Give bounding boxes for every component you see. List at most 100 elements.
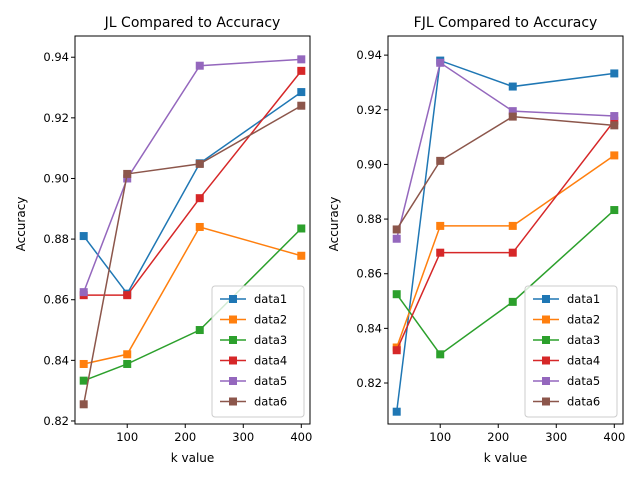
fjl-legend-swatch-marker <box>542 397 550 406</box>
jl-y-tick-label: 0.92 <box>43 111 69 125</box>
jl-legend-label: data3 <box>254 333 287 347</box>
jl-data-point-data3 <box>195 326 204 335</box>
jl-plot-frame <box>74 35 311 425</box>
jl-data-point-data2 <box>297 251 306 260</box>
fjl-y-tick-label: 0.84 <box>356 321 382 335</box>
jl-data-point-data4 <box>297 66 306 75</box>
fjl-data-point-data6 <box>610 121 619 130</box>
fjl-legend-label: data2 <box>567 313 600 327</box>
fjl-y-tick-label: 0.86 <box>356 267 382 281</box>
fjl-y-tick-label: 0.88 <box>356 212 382 226</box>
fjl-series <box>392 56 619 416</box>
fjl-data-point-data1 <box>508 82 517 91</box>
jl-data-point-data3 <box>297 224 306 233</box>
fjl-series-line-data3 <box>396 209 615 356</box>
jl-series-line-data3 <box>83 227 302 382</box>
fjl-data-point-data3 <box>610 206 619 215</box>
fjl-data-point-data5 <box>392 234 401 243</box>
fjl-series-line-data1 <box>395 59 615 412</box>
fjl-legend-swatch-marker <box>542 377 550 385</box>
fjl-legend-label: data6 <box>567 395 600 409</box>
fjl-data-point-data5 <box>610 112 619 121</box>
fjl-data-point-data3 <box>436 350 445 359</box>
jl-y-tick-label: 0.86 <box>43 293 69 307</box>
jl-series-line-data2 <box>83 226 302 365</box>
jl-data-point-data5 <box>195 61 204 70</box>
fjl-x-axis-label: k value <box>484 451 528 465</box>
fjl-plot-frame <box>387 35 624 425</box>
fjl-legend-swatch-marker <box>542 356 550 365</box>
jl-y-tick-label: 0.88 <box>43 232 69 246</box>
jl-legend-label: data6 <box>254 395 287 409</box>
jl-data-point-data3 <box>79 376 88 385</box>
fjl-ticks: 100 200 300 400 0.82 0.84 0.86 0.88 0.90 0.92 0.94 <box>356 48 625 444</box>
fjl-chart-title: FJL Compared to Accuracy <box>414 15 598 31</box>
jl-legend-swatch-marker <box>229 336 237 344</box>
jl-data-point-data6 <box>195 159 204 168</box>
fjl-y-tick-label: 0.94 <box>356 48 382 62</box>
fjl-x-tick-label: 100 <box>429 430 451 444</box>
fjl-data-point-data6 <box>436 156 445 165</box>
jl-legend-label: data2 <box>254 313 287 327</box>
jl-ticks: 100 200 300 400 0.82 0.84 0.86 0.88 0.90 0.92 0.94 <box>43 50 312 444</box>
jl-data-point-data6 <box>297 101 306 110</box>
fjl-x-tick-label: 400 <box>603 430 625 444</box>
jl-legend-swatch-marker <box>229 295 237 303</box>
jl-legend-swatch-marker <box>229 356 237 365</box>
jl-data-point-data4 <box>195 194 204 203</box>
fjl-legend-label: data4 <box>567 354 600 368</box>
jl-y-tick-label: 0.90 <box>43 171 69 185</box>
fjl-data-point-data1 <box>392 407 401 416</box>
jl-series <box>79 55 306 409</box>
jl-series-line-data5 <box>82 58 302 293</box>
jl-y-tick-label: 0.84 <box>43 353 69 367</box>
fjl-data-point-data4 <box>610 116 619 125</box>
fjl-series-line-data4 <box>396 120 615 351</box>
fjl-series-line-data5 <box>395 61 615 239</box>
jl-data-point-data5 <box>297 55 306 64</box>
jl-data-point-data6 <box>123 169 132 178</box>
fjl-data-point-data2 <box>610 151 619 160</box>
fjl-y-tick-label: 0.92 <box>356 103 382 117</box>
jl-data-point-data2 <box>123 350 132 359</box>
jl-series-line-data1 <box>83 91 302 296</box>
jl-legend-swatch-marker <box>229 315 237 324</box>
fjl-series-line-data2 <box>395 154 615 348</box>
jl-y-tick-label: 0.94 <box>43 50 69 64</box>
fjl-legend-swatch-marker <box>542 315 550 324</box>
jl-subplot: JL Compared to Accuracy k value Accuracy… <box>14 15 312 465</box>
jl-x-tick-label: 300 <box>232 430 254 444</box>
jl-x-tick-label: 200 <box>174 430 196 444</box>
jl-x-tick-label: 400 <box>290 430 312 444</box>
jl-legend-swatch-marker <box>229 397 237 406</box>
jl-y-axis-label: Accuracy <box>14 197 28 252</box>
fjl-data-point-data4 <box>508 248 517 257</box>
fjl-data-point-data3 <box>508 297 517 306</box>
fjl-series-line-data6 <box>396 115 615 230</box>
fjl-data-point-data3 <box>392 290 401 299</box>
fjl-data-point-data6 <box>508 112 517 121</box>
fjl-subplot: FJL Compared to Accuracy k value Accurac… <box>327 15 625 465</box>
jl-data-point-data1 <box>297 88 306 97</box>
fjl-y-tick-label: 0.82 <box>356 376 382 390</box>
fjl-y-tick-label: 0.90 <box>356 157 382 171</box>
jl-data-point-data2 <box>79 359 88 368</box>
jl-x-axis-label: k value <box>171 451 215 465</box>
jl-data-point-data5 <box>123 174 132 183</box>
jl-legend-label: data1 <box>254 292 287 306</box>
jl-y-tick-label: 0.82 <box>43 414 69 428</box>
jl-legend-label: data5 <box>254 374 287 388</box>
fjl-x-tick-label: 300 <box>545 430 567 444</box>
jl-data-point-data5 <box>79 288 88 297</box>
fjl-data-point-data4 <box>392 346 401 355</box>
fjl-data-point-data2 <box>436 221 445 230</box>
fjl-x-tick-label: 200 <box>487 430 509 444</box>
jl-data-point-data3 <box>123 359 132 368</box>
fjl-data-point-data5 <box>436 58 445 67</box>
jl-series-line-data6 <box>82 105 302 405</box>
fjl-legend-label: data3 <box>567 333 600 347</box>
jl-legend-label: data4 <box>254 354 287 368</box>
fjl-legend-label: data1 <box>567 292 600 306</box>
jl-data-point-data1 <box>79 232 88 241</box>
